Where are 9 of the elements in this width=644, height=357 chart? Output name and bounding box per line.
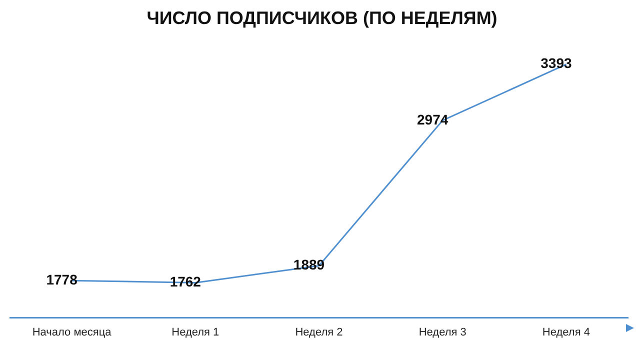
- data-label: 3393: [540, 55, 572, 72]
- chart-title: ЧИСЛО ПОДПИСЧИКОВ (ПО НЕДЕЛЯМ): [146, 8, 498, 29]
- data-label: 1778: [46, 271, 78, 288]
- x-tick-label: Неделя 4: [542, 326, 590, 338]
- x-tick-label: Неделя 2: [295, 326, 343, 338]
- x-tick-label: Неделя 3: [418, 326, 466, 338]
- x-tick-label: Неделя 1: [172, 326, 220, 338]
- x-tick-label: Начало месяца: [32, 326, 112, 338]
- data-label: 2974: [417, 111, 448, 128]
